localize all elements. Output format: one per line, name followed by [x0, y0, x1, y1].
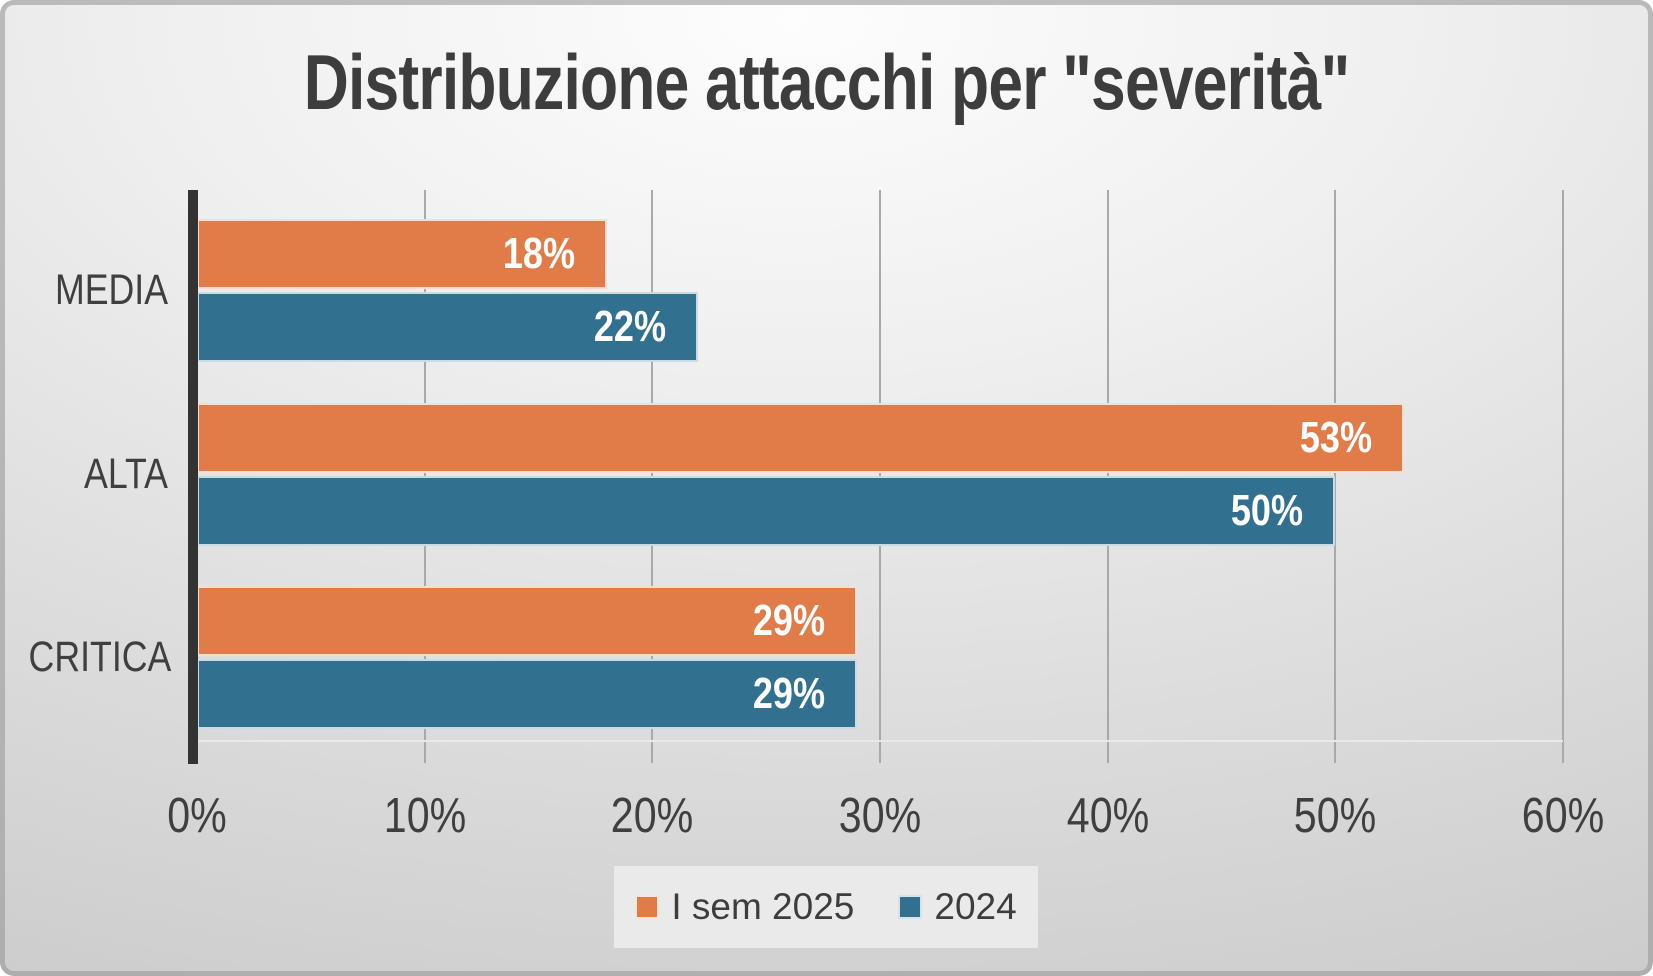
- x-axis-line: [197, 740, 1563, 742]
- bar-i-sem-2025-media: 18%: [197, 219, 607, 289]
- bar-data-label: 29%: [752, 596, 825, 646]
- category-label-alta: ALTA: [84, 449, 168, 498]
- gridline-50%: [1334, 190, 1337, 763]
- category-label-media: MEDIA: [54, 266, 168, 314]
- bar-data-label: 29%: [752, 669, 825, 719]
- x-tick-label-30%: 30%: [838, 789, 922, 843]
- x-tick-label-0%: 0%: [167, 789, 227, 843]
- bar-data-label: 22%: [593, 302, 666, 351]
- legend-item-2024: 2024: [898, 886, 1017, 928]
- y-axis-line: [188, 190, 198, 764]
- bar-2024-alta: 50%: [197, 475, 1335, 546]
- bar-data-label: 18%: [502, 229, 575, 278]
- chart-title: Distribuzione attacchi per "severità": [0, 32, 1653, 155]
- legend-swatch-sem-2025: [635, 895, 660, 919]
- legend-item-sem-2025: I sem 2025: [635, 886, 854, 928]
- x-tick-label-60%: 60%: [1521, 789, 1605, 843]
- bar-data-label: 53%: [1299, 412, 1372, 462]
- x-tick-label-40%: 40%: [1066, 789, 1149, 843]
- legend-label-2024: 2024: [934, 886, 1017, 927]
- legend: I sem 2025 2024: [614, 866, 1038, 948]
- x-tick-label-20%: 20%: [611, 789, 694, 843]
- legend-swatch-2024: [898, 895, 923, 919]
- bar-2024-media: 22%: [197, 292, 698, 362]
- legend-label-sem-2025: I sem 2025: [671, 886, 855, 927]
- x-tick-label-10%: 10%: [383, 789, 466, 843]
- bar-2024-critica: 29%: [197, 659, 857, 730]
- bar-i-sem-2025-alta: 53%: [197, 402, 1404, 473]
- chart-title-text: Distribuzione attacchi per "severità": [303, 38, 1350, 126]
- x-tick-label-50%: 50%: [1294, 789, 1377, 843]
- gridline-60%: [1562, 190, 1564, 763]
- category-label-critica: CRITICA: [28, 633, 172, 682]
- bar-i-sem-2025-critica: 29%: [197, 586, 857, 657]
- bar-data-label: 50%: [1230, 485, 1303, 535]
